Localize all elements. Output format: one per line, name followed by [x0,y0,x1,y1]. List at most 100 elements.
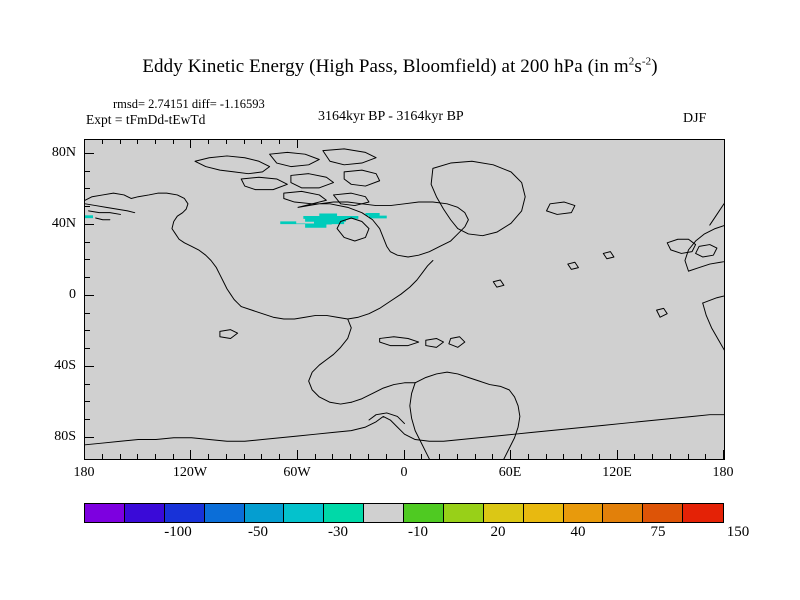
chart-title-exponent-1: 2 [628,55,635,68]
x-minor-tick [688,454,689,459]
colorbar-cell-0 [85,504,125,522]
colorbar-cell-11 [523,504,564,522]
x-minor-tick [546,454,547,459]
colorbar-cell-4 [244,504,285,522]
x-minor-tick [368,454,369,459]
colorbar-cell-6 [324,504,365,522]
anomaly-patch-layer [85,213,387,228]
colorbar-cell-15 [683,504,723,522]
x-minor-tick [208,454,209,459]
colorbar-label-neg50: -50 [248,524,268,540]
colorbar-label-neg30: -30 [328,524,348,540]
map-plot-area [84,139,725,460]
y-major-tick [85,295,94,296]
x-tick-label-60e: 60E [498,465,522,480]
x-top-minor-tick [137,139,138,144]
x-minor-tick [652,454,653,459]
y-minor-tick [85,330,90,331]
x-tick-label-180w: 180 [73,465,95,480]
colorbar-cell-13 [603,504,644,522]
x-minor-tick [279,454,280,459]
x-top-minor-tick [173,139,174,144]
y-minor-tick [85,419,90,420]
x-tick-label-180e: 180 [712,465,734,480]
colorbar-label-20: 20 [490,524,506,540]
x-minor-tick [226,454,227,459]
x-top-minor-tick [244,139,245,144]
x-top-minor-tick [208,139,209,144]
x-minor-tick [581,454,582,459]
rmsd-diff-annotation: rmsd= 2.74151 diff= -1.16593 [113,97,265,111]
y-minor-tick [85,259,90,260]
chart-title-exponent-2: -2 [641,55,652,68]
x-top-major-tick [297,139,298,148]
x-minor-tick [244,454,245,459]
colorbar-cell-1 [124,504,165,522]
y-major-tick [85,437,94,438]
coastline-layer [85,148,724,459]
x-top-minor-tick [155,139,156,144]
x-tick-label-120e: 120E [602,465,632,480]
y-minor-tick [85,348,90,349]
y-tick-label-40s: 40S [54,358,76,373]
x-minor-tick [439,454,440,459]
y-tick-label-80n: 80N [51,145,76,160]
x-minor-tick [634,454,635,459]
x-minor-tick [563,454,564,459]
x-top-minor-tick [102,139,103,144]
y-minor-tick [85,313,90,314]
x-top-minor-tick [120,139,121,144]
y-tick-label-40n: 40N [51,216,76,231]
season-annotation: DJF [683,111,707,126]
colorbar-cell-3 [204,504,245,522]
colorbar-label-neg100: -100 [164,524,192,540]
x-minor-tick [155,454,156,459]
colorbar-cell-14 [643,504,684,522]
x-top-minor-tick [261,139,262,144]
chart-title-main: Eddy Kinetic Energy (High Pass, Bloomfie… [142,56,629,77]
x-minor-tick [457,454,458,459]
x-major-tick [510,450,511,459]
y-minor-tick [85,206,90,207]
y-minor-tick [85,277,90,278]
x-minor-tick [261,454,262,459]
x-tick-label-120w: 120W [172,465,208,480]
x-major-tick [84,450,85,459]
colorbar[interactable] [84,503,724,523]
y-minor-tick [85,242,90,243]
x-tick-label-0: 0 [400,465,408,480]
x-minor-tick [705,454,706,459]
colorbar-cell-10 [483,504,524,522]
colorbar-cell-5 [284,504,325,522]
x-major-tick [190,450,191,459]
x-minor-tick [670,454,671,459]
y-minor-tick [85,384,90,385]
x-minor-tick [475,454,476,459]
x-minor-tick [492,454,493,459]
x-minor-tick [599,454,600,459]
x-major-tick [297,450,298,459]
colorbar-cell-12 [563,504,604,522]
chart-title: Eddy Kinetic Energy (High Pass, Bloomfie… [0,56,800,78]
map-canvas [85,140,724,459]
colorbar-cell-9 [443,504,484,522]
y-minor-tick [85,401,90,402]
y-minor-tick [85,171,90,172]
y-major-tick [85,153,94,154]
x-minor-tick [102,454,103,459]
period-annotation: 3164kyr BP - 3164kyr BP [318,109,464,124]
colorbar-label-40: 40 [570,524,586,540]
x-major-tick [723,450,724,459]
experiment-annotation: Expt = tFmDd-tEwTd [86,112,206,127]
x-major-tick [617,450,618,459]
colorbar-label-neg10: -10 [408,524,428,540]
y-tick-label-0: 0 [69,287,76,302]
world-map-svg [85,148,724,459]
colorbar-label-150: 150 [726,524,750,540]
x-minor-tick [120,454,121,459]
x-minor-tick [528,454,529,459]
x-tick-label-60w: 60W [283,465,311,480]
x-minor-tick [386,454,387,459]
colorbar-cell-7 [364,504,404,522]
x-minor-tick [173,454,174,459]
